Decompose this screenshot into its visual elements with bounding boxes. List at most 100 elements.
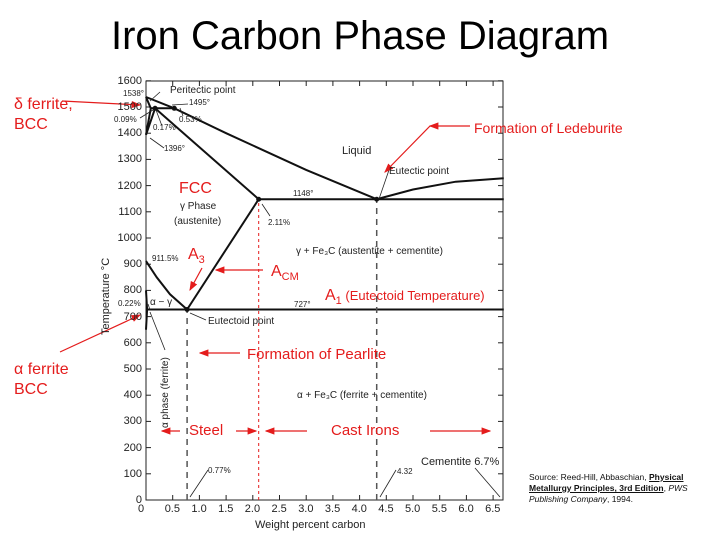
label-1495: 1495° — [189, 98, 210, 107]
a3-text: A — [188, 246, 199, 263]
ledeburite-label: Formation of Ledeburite — [474, 120, 623, 136]
label-1396: 1396° — [164, 144, 185, 153]
alpha-ferrite-label: α ferrite BCC — [14, 360, 69, 400]
leader-line — [261, 203, 271, 217]
label-727: 727° — [294, 300, 311, 309]
leader-line — [149, 91, 161, 102]
region-alpha-gamma: α − γ — [150, 297, 173, 308]
y-tick-label: 1500 — [117, 101, 142, 113]
acm-label: ACM — [271, 263, 299, 283]
region-liquid: Liquid — [342, 145, 372, 157]
label-9115: 911.5% — [152, 254, 179, 263]
y-tick-label: 200 — [123, 441, 142, 454]
source-citation: Source: Reed-Hill, Abbaschian, Physical … — [529, 472, 688, 504]
x-tick-label: 2.0 — [244, 503, 261, 515]
a1-sub: 1 — [335, 295, 342, 308]
a1-label: A1 (Eutectoid Temperature) — [325, 287, 485, 307]
label-eutectic: Eutectic point — [389, 166, 450, 177]
y-tick-label: 300 — [123, 415, 142, 428]
phase-boundary — [145, 107, 157, 136]
phase-boundary — [145, 96, 504, 201]
invariant-point — [171, 105, 177, 111]
region-gamma: γ Phase — [180, 201, 217, 212]
y-tick-label: 700 — [123, 310, 142, 323]
label-211: 2.11% — [268, 218, 291, 227]
y-tick-label: 1300 — [117, 153, 142, 166]
y-tick-label: 0 — [135, 494, 142, 506]
y-axis-label: Temperature °C — [100, 257, 112, 335]
a3-sub: 3 — [198, 254, 205, 267]
leader-line — [379, 469, 397, 498]
y-tick-label: 500 — [123, 363, 142, 375]
y-tick-label: 800 — [123, 284, 142, 297]
source-publisher: PWS Publishing Company — [529, 483, 688, 504]
phase-boundary — [154, 107, 260, 200]
y-tick-label: 1100 — [118, 205, 142, 218]
x-tick-label: 4.5 — [378, 503, 394, 515]
label-peritectic: Peritectic point — [170, 85, 236, 96]
y-tick-label: 1200 — [117, 179, 142, 192]
x-tick-label: 3.0 — [298, 503, 314, 515]
x-tick-label: 0 — [138, 503, 145, 515]
label-077: 0.77% — [208, 466, 231, 475]
acm-text: A — [271, 263, 282, 280]
y-tick-label: 400 — [123, 389, 142, 402]
leader-line — [155, 109, 163, 127]
leader-line — [474, 467, 501, 498]
delta-ferrite-line2: BCC — [14, 116, 48, 133]
acm-sub: CM — [281, 271, 299, 284]
leader-line — [378, 169, 390, 200]
y-tick-label: 100 — [123, 467, 142, 480]
a1-text: A — [325, 287, 336, 304]
a3-label: A3 — [188, 246, 205, 266]
leader-line — [189, 469, 209, 498]
y-tick-label: 1000 — [117, 232, 142, 244]
fcc-label: FCC — [179, 180, 212, 197]
x-tick-label: 3.5 — [324, 503, 341, 515]
region-alpha-fe3c: α + Fe₃C (ferrite + cementite) — [297, 390, 427, 401]
leader-line — [149, 311, 166, 351]
x-tick-label: 1.5 — [218, 503, 234, 515]
label-cementite: Cementite 6.7% — [421, 456, 500, 468]
x-tick-label: 2.5 — [271, 503, 287, 515]
y-tick-label: 1400 — [117, 127, 142, 140]
label-432: 4.32 — [397, 467, 413, 476]
x-tick-label: 5.0 — [405, 503, 421, 515]
label-1148: 1148° — [293, 189, 314, 198]
leader-line — [149, 137, 165, 149]
delta-ferrite-arrow — [61, 100, 142, 109]
region-austenite: (austenite) — [174, 216, 222, 227]
invariant-point — [374, 196, 380, 202]
alpha-ferrite-line1: α ferrite — [14, 361, 69, 378]
steel-label: Steel — [189, 422, 224, 439]
ledeburite-arrow — [384, 125, 431, 173]
delta-ferrite-label: δ ferrite, BCC — [14, 95, 73, 135]
alpha-ferrite-line2: BCC — [14, 381, 48, 398]
x-axis-label: Weight percent carbon — [255, 519, 366, 531]
source-prefix: Source: Reed-Hill, Abbaschian, — [529, 472, 650, 482]
leader-line — [147, 303, 151, 311]
leader-line — [171, 103, 189, 106]
y-tick-label: 1600 — [117, 74, 142, 87]
alpha-ferrite-arrow — [59, 314, 142, 353]
x-tick-label: 4.0 — [351, 503, 367, 515]
cast-irons-label: Cast Irons — [331, 422, 400, 439]
x-tick-label: 5.5 — [431, 503, 447, 515]
phase-boundary — [145, 290, 149, 330]
delta-ferrite-line1: δ ferrite, — [14, 96, 73, 113]
label-eutectoid: Eutectoid point — [208, 316, 275, 327]
invariant-point — [256, 196, 262, 202]
leader-line — [189, 312, 207, 321]
x-tick-label: 6.0 — [458, 503, 474, 515]
region-alpha-phase: α phase (ferrite) — [160, 357, 171, 428]
leader-line — [179, 107, 184, 117]
y-tick-label: 900 — [123, 258, 142, 271]
invariant-point — [184, 307, 190, 313]
label-1538: 1538° — [123, 89, 144, 98]
x-tick-label: 6.5 — [485, 503, 501, 515]
phase-boundary — [186, 198, 260, 311]
a1-description: (Eutectoid Temperature) — [341, 288, 485, 303]
x-tick-label: 0.5 — [164, 503, 180, 515]
